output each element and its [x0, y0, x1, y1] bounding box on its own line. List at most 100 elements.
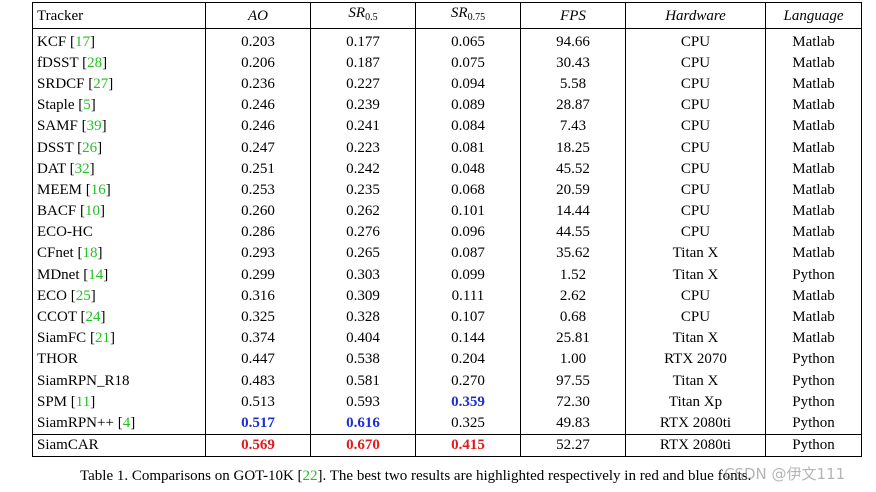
cell-ao: 0.253 [205, 179, 311, 201]
citation-link[interactable]: 17 [74, 33, 90, 50]
cell-sr075: 0.094 [415, 73, 521, 95]
table-row: SiamRPN_R18 0.483 0.581 0.270 97.55 Titan X Py… [32, 370, 862, 392]
cell-language: Matlab [765, 306, 862, 328]
cell-sr05: 0.276 [310, 221, 416, 243]
citation-link[interactable]: 32 [74, 160, 90, 177]
cell-tracker: MEEM [16] [32, 179, 206, 201]
citation-link[interactable]: 27 [93, 75, 109, 92]
cell-fps: 1.00 [520, 348, 626, 370]
cell-sr075: 0.325 [415, 412, 521, 435]
cell-language: Python [765, 412, 862, 435]
header-language: Language [765, 2, 862, 29]
cell-sr05: 0.262 [310, 200, 416, 222]
cell-language: Matlab [765, 285, 862, 307]
citation-link[interactable]: 25 [75, 287, 91, 304]
cell-fps: 97.55 [520, 370, 626, 392]
tracker-name: ECO [37, 287, 67, 304]
header-ao: AO [205, 2, 311, 29]
cell-hardware: CPU [625, 158, 766, 180]
cell-sr05: 0.309 [310, 285, 416, 307]
cell-sr075: 0.048 [415, 158, 521, 180]
cell-sr05: 0.404 [310, 327, 416, 349]
table-row: ECO [25] 0.316 0.309 0.111 2.62 CPU Matlab [32, 285, 862, 307]
citation-link[interactable]: 26 [82, 139, 98, 156]
cell-sr075: 0.204 [415, 348, 521, 370]
header-sr075: SR0.75 [415, 2, 521, 29]
cell-ao: 0.206 [205, 52, 311, 74]
cell-sr05: 0.227 [310, 73, 416, 95]
cell-language: Matlab [765, 73, 862, 95]
cell-ao: 0.251 [205, 158, 311, 180]
cell-language: Matlab [765, 136, 862, 159]
tracker-name: DSST [37, 139, 74, 156]
cell-tracker: fDSST [28] [32, 52, 206, 74]
citation-link[interactable]: 18 [82, 245, 98, 262]
cell-hardware: CPU [625, 200, 766, 222]
cell-sr05: 0.593 [310, 391, 416, 413]
tracker-name: BACF [37, 203, 77, 220]
table-row: DSST [26] 0.247 0.223 0.081 18.25 CPU Matlab [32, 136, 862, 159]
cell-tracker: DAT [32] [32, 158, 206, 180]
header-sr05-sub: 0.5 [365, 12, 378, 23]
header-fps: FPS [520, 2, 626, 29]
table-row: SiamRPN++ [4] 0.517 0.616 0.325 49.83 RTX 208… [32, 412, 862, 435]
cell-tracker: MDnet [14] [32, 264, 206, 286]
tracker-name: SPM [37, 393, 68, 410]
table-row: KCF [17] 0.203 0.177 0.065 94.66 CPU Matlab [32, 28, 862, 53]
cell-hardware: CPU [625, 179, 766, 201]
citation-link[interactable]: 28 [87, 54, 103, 71]
cell-hardware: RTX 2070 [625, 348, 766, 370]
cell-language: Matlab [765, 94, 862, 116]
cell-tracker: Staple [5] [32, 94, 206, 116]
citation-link[interactable]: 5 [83, 97, 91, 114]
table-row: THOR 0.447 0.538 0.204 1.00 RTX 2070 Python [32, 348, 862, 370]
cell-ao: 0.293 [205, 242, 311, 265]
tracker-name: CFnet [37, 245, 74, 262]
tracker-name: SAMF [37, 118, 78, 135]
cell-sr075: 0.096 [415, 221, 521, 243]
cell-fps: 0.68 [520, 306, 626, 328]
cell-tracker: SiamRPN++ [4] [32, 412, 206, 435]
watermark: CSDN @伊文111 [724, 465, 846, 483]
table-row: CFnet [18] 0.293 0.265 0.087 35.62 Titan X Mat… [32, 242, 862, 265]
cell-sr075: 0.075 [415, 52, 521, 74]
cell-fps: 5.58 [520, 73, 626, 95]
citation-link[interactable]: 11 [75, 393, 91, 410]
cell-sr05: 0.303 [310, 264, 416, 286]
cell-language: Matlab [765, 28, 862, 53]
cell-ao: 0.325 [205, 306, 311, 328]
cell-sr075: 0.089 [415, 94, 521, 116]
cell-language: Python [765, 391, 862, 413]
cell-sr075: 0.270 [415, 370, 521, 392]
cell-tracker: CFnet [18] [32, 242, 206, 265]
citation-link[interactable]: 10 [84, 203, 100, 220]
citation-link[interactable]: 21 [94, 330, 110, 347]
citation-link[interactable]: 14 [88, 266, 104, 283]
cell-hardware: CPU [625, 115, 766, 137]
cell-language: Python [765, 370, 862, 392]
cell-sr05: 0.328 [310, 306, 416, 328]
cell-hardware: CPU [625, 306, 766, 328]
table-row: ECO-HC 0.286 0.276 0.096 44.55 CPU Matlab [32, 221, 862, 243]
caption-reference-link[interactable]: 22 [302, 468, 318, 484]
cell-tracker: SiamRPN_R18 [32, 370, 206, 392]
cell-hardware: RTX 2080ti [625, 412, 766, 435]
cell-tracker: SiamFC [21] [32, 327, 206, 349]
tracker-name: SiamCAR [37, 437, 99, 454]
cell-sr05: 0.265 [310, 242, 416, 265]
table-row: MDnet [14] 0.299 0.303 0.099 1.52 Titan X Pyth… [32, 264, 862, 286]
cell-tracker: SPM [11] [32, 391, 206, 413]
citation-link[interactable]: 39 [86, 118, 102, 135]
cell-ao: 0.517 [205, 412, 311, 435]
citation-link[interactable]: 16 [90, 181, 106, 198]
cell-language: Python [765, 348, 862, 370]
citation-link[interactable]: 4 [122, 414, 131, 431]
tracker-name: MEEM [37, 181, 82, 198]
tracker-name: SiamFC [37, 330, 87, 347]
citation-link[interactable]: 24 [85, 309, 101, 326]
cell-sr05: 0.223 [310, 136, 416, 159]
cell-tracker: CCOT [24] [32, 306, 206, 328]
cell-sr075: 0.081 [415, 136, 521, 159]
table-row: SAMF [39] 0.246 0.241 0.084 7.43 CPU Matlab [32, 115, 862, 137]
cell-hardware: CPU [625, 221, 766, 243]
